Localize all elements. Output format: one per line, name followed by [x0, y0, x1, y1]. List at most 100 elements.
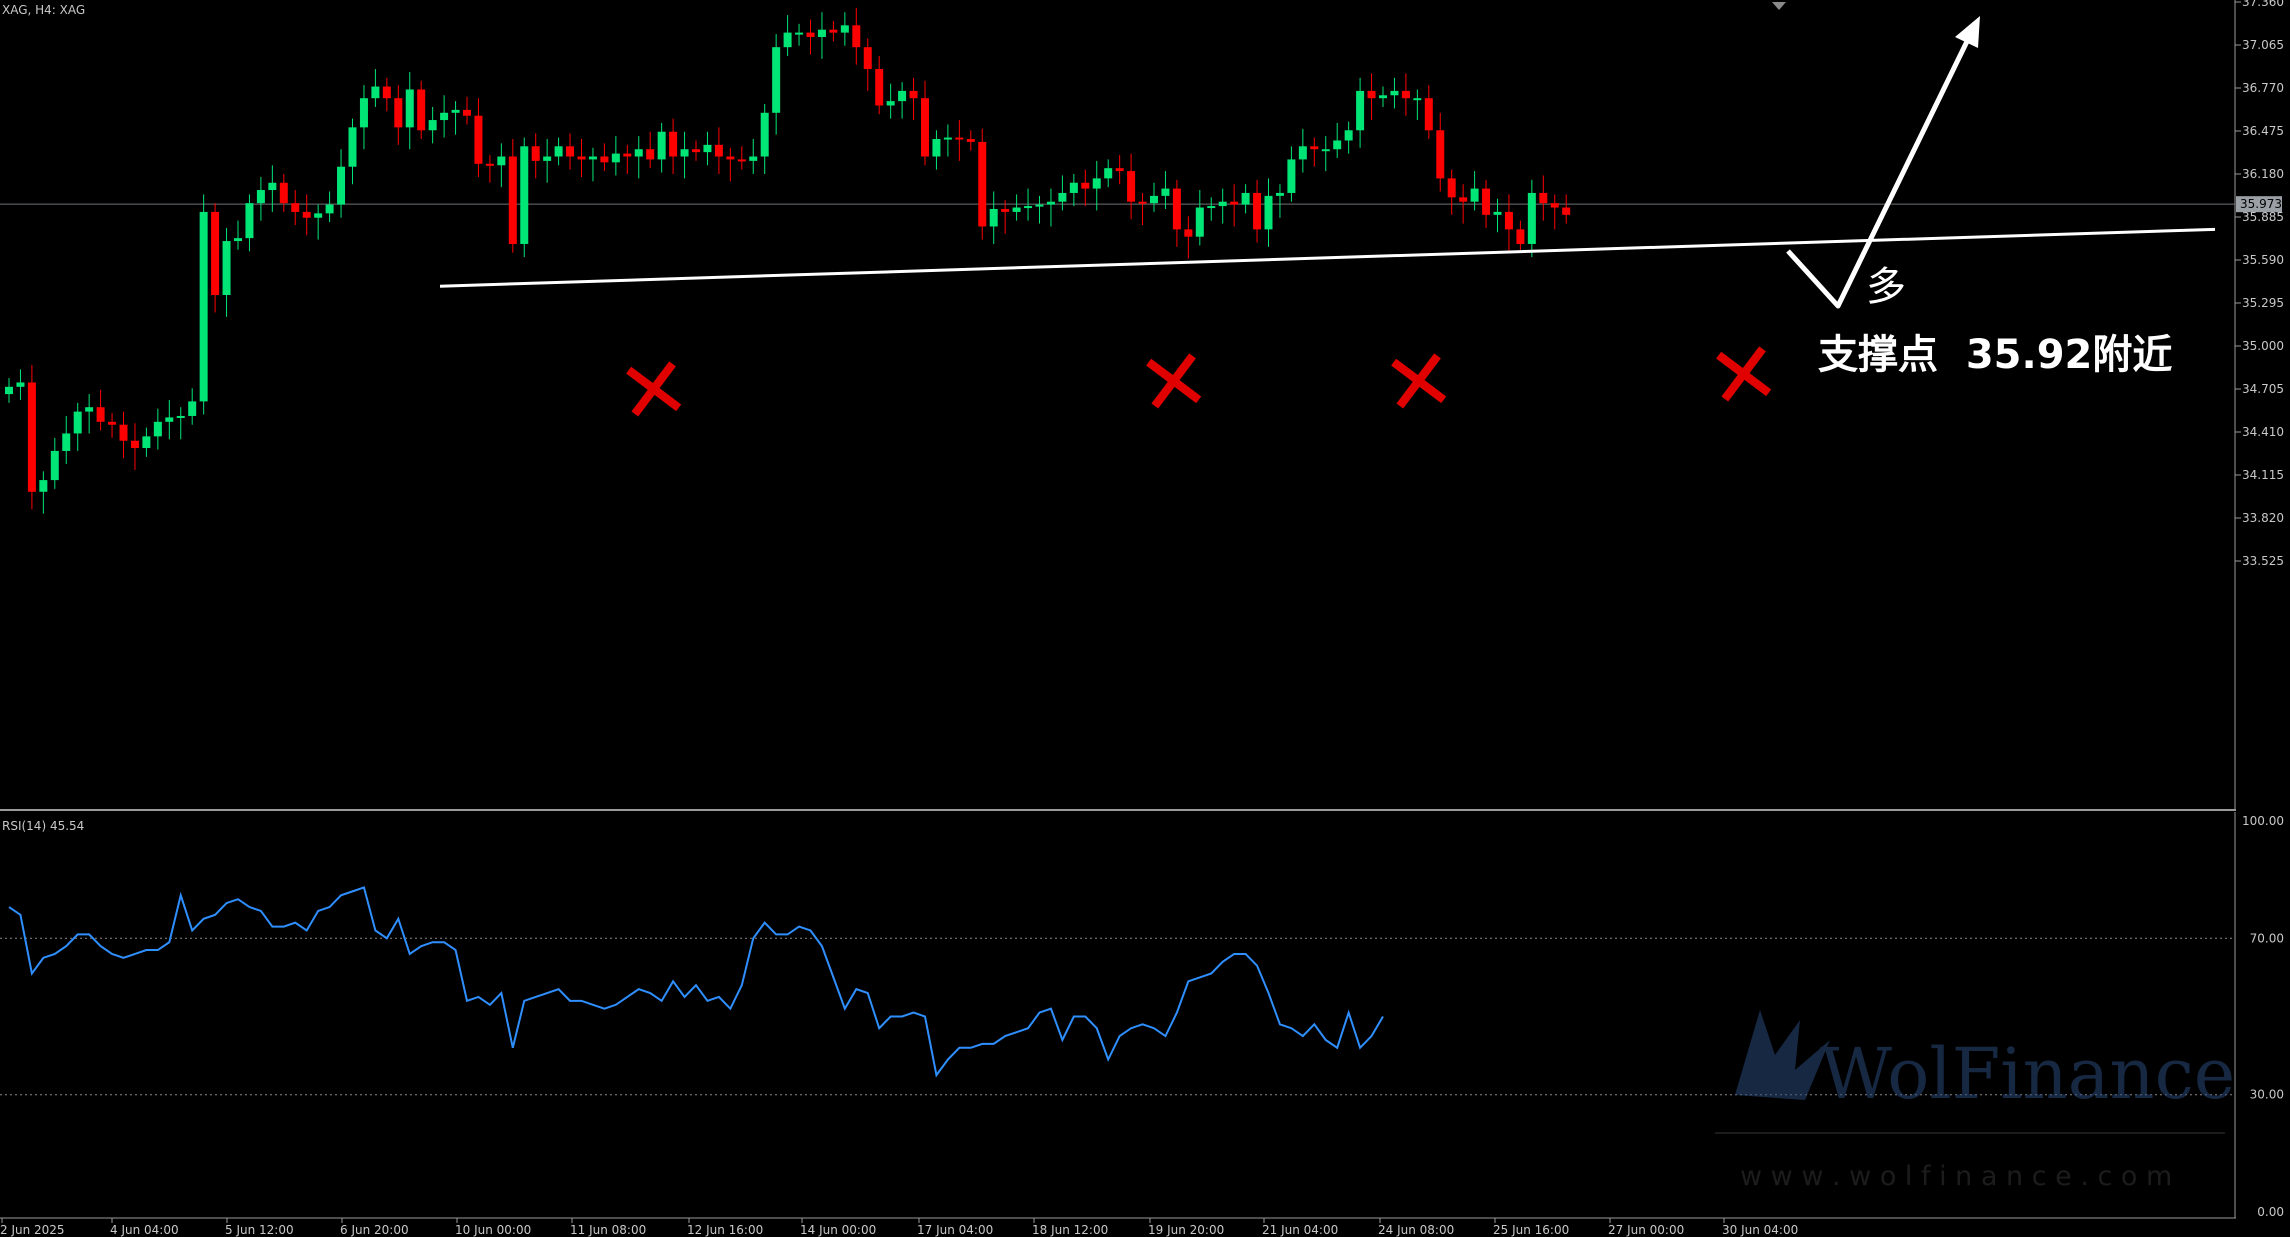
- candle-body: [1401, 90, 1410, 99]
- candle-body: [943, 137, 952, 140]
- candle-body: [96, 407, 105, 422]
- candle-body: [978, 141, 987, 227]
- candle-body: [909, 90, 918, 99]
- candle-body: [62, 433, 71, 451]
- candle-body: [989, 208, 998, 227]
- candle-body: [1207, 206, 1216, 209]
- candle-body: [875, 69, 884, 106]
- candle-body: [1424, 98, 1433, 131]
- candle-body: [85, 407, 94, 412]
- price-tick-label: 37.065: [2242, 38, 2284, 52]
- candle-body: [291, 203, 300, 212]
- candle-body: [863, 47, 872, 70]
- price-tick-label: 35.295: [2242, 296, 2284, 310]
- candle-body: [554, 146, 563, 157]
- time-tick-label: 12 Jun 16:00: [687, 1223, 763, 1237]
- candle-body: [199, 211, 208, 402]
- support-trendline: [439, 227, 2216, 288]
- candle-body: [1069, 182, 1078, 193]
- candle-body: [817, 29, 826, 37]
- candle-body: [955, 137, 964, 140]
- candle-body: [657, 131, 666, 160]
- candle-body: [520, 146, 529, 244]
- candle-body: [130, 440, 139, 449]
- candle-body: [1516, 229, 1525, 244]
- candle-body: [1447, 178, 1456, 198]
- time-tick-label: 21 Jun 04:00: [1262, 1223, 1338, 1237]
- candle-body: [302, 211, 311, 218]
- candle-body: [314, 213, 323, 218]
- candle-body: [1356, 90, 1365, 131]
- candle-body: [783, 32, 792, 48]
- candle-body: [898, 90, 907, 102]
- candle-body: [1482, 188, 1491, 215]
- candle-body: [1230, 201, 1239, 205]
- candle-body: [726, 156, 735, 160]
- candle-body: [1436, 130, 1445, 179]
- candle-body: [1218, 201, 1227, 207]
- candle-body: [1298, 146, 1307, 160]
- candle-body: [382, 86, 391, 99]
- direction-label: 多: [1866, 264, 1906, 310]
- candle-body: [16, 382, 25, 387]
- candle-body: [1367, 90, 1376, 99]
- candle-body: [165, 417, 174, 422]
- candle-body: [1253, 192, 1262, 230]
- candle-body: [623, 153, 632, 157]
- candle-body: [566, 146, 575, 157]
- watermark: WolFinance w w w . w o l f i n a n c e .…: [1715, 1010, 2235, 1192]
- candle-body: [234, 238, 242, 242]
- candle-body: [1035, 204, 1044, 207]
- candle-body: [1550, 203, 1559, 208]
- time-axis: 2 Jun 2025 4 Jun 04:00 5 Jun 12:00 6 Jun 20…: [0, 1218, 1798, 1237]
- candle-body: [268, 182, 277, 191]
- candle-body: [325, 204, 334, 214]
- candle-body: [1379, 95, 1387, 99]
- candle-body: [1184, 229, 1193, 237]
- candle-body: [1058, 192, 1067, 202]
- candle-body: [27, 382, 36, 492]
- rsi-tick-label: 100.00: [2242, 814, 2284, 828]
- price-tick-label: 36.475: [2242, 124, 2284, 138]
- candle-body: [417, 89, 426, 131]
- candle-body: [497, 156, 506, 166]
- rsi-panel: 100.00 70.00 30.00 0.00: [0, 814, 2284, 1219]
- time-tick-label: 19 Jun 20:00: [1148, 1223, 1224, 1237]
- candle-body: [222, 241, 231, 295]
- candle-body: [245, 203, 254, 239]
- touch-mark-4: ✕: [1701, 322, 1786, 431]
- touch-mark-3: ✕: [1376, 329, 1461, 438]
- time-tick-label: 17 Jun 04:00: [917, 1223, 993, 1237]
- candle-body: [1562, 207, 1571, 215]
- symbol-label: XAG, H4: XAG: [2, 3, 85, 17]
- candle-body: [1504, 211, 1513, 230]
- candle-body: [1264, 195, 1273, 230]
- bullish-arrow: [1786, 16, 1980, 309]
- candle-body: [359, 98, 368, 128]
- time-tick-label: 25 Jun 16:00: [1493, 1223, 1569, 1237]
- time-tick-label: 10 Jun 00:00: [455, 1223, 531, 1237]
- candle-body: [50, 450, 59, 481]
- candle-body: [474, 115, 483, 164]
- candle-body: [588, 156, 597, 160]
- candle-body: [646, 149, 655, 160]
- candle-body: [337, 166, 346, 205]
- support-label: 支撑点 35.92附近: [1818, 332, 2172, 378]
- candle-body: [39, 480, 48, 492]
- candle-body: [279, 182, 288, 204]
- candle-body: [1321, 149, 1330, 152]
- candle-body: [440, 112, 449, 121]
- candle-body: [1459, 197, 1468, 202]
- candle-body: [543, 156, 552, 161]
- candle-body: [669, 131, 678, 157]
- candle-body: [1539, 192, 1548, 204]
- price-tick-label: 34.410: [2242, 425, 2284, 439]
- time-tick-label: 27 Jun 00:00: [1608, 1223, 1684, 1237]
- price-tick-label: 36.180: [2242, 167, 2284, 181]
- watermark-brand: WolFinance: [1820, 1033, 2235, 1115]
- candle-body: [1241, 192, 1250, 205]
- candle-body: [852, 25, 861, 48]
- price-tick-label: 34.705: [2242, 382, 2284, 396]
- candle-body: [1310, 146, 1319, 150]
- rsi-line: [8, 886, 1384, 1078]
